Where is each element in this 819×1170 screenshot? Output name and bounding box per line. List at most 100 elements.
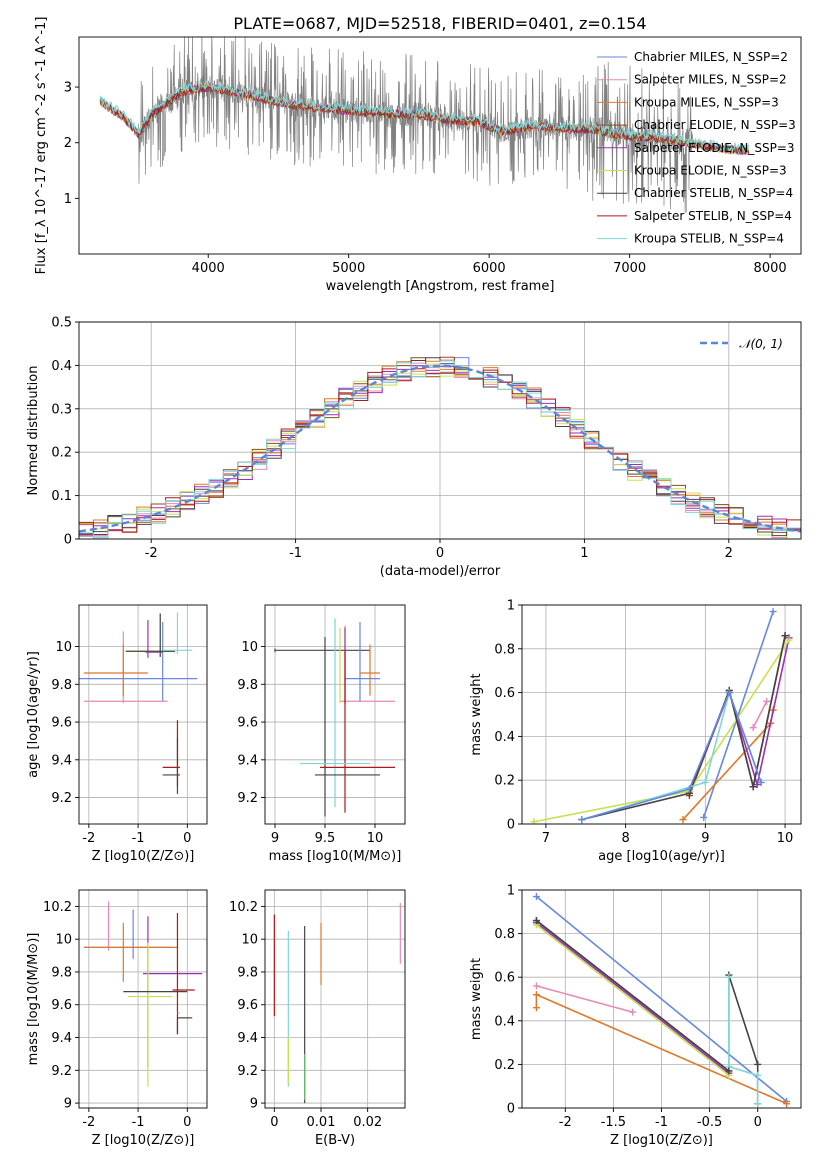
x-tick-label: -0.5 (697, 1115, 722, 1130)
legend-label-1: Chabrier MILES, N_SSP=2 (634, 50, 788, 64)
legend-label-normal: 𝒩(0, 1) (739, 337, 783, 351)
y-axis-label: mass [log10(M/M⊙)] (26, 933, 41, 1066)
y-tick-label: 10 (55, 933, 72, 948)
normal-curve-line (79, 364, 801, 533)
series-line-5 (535, 922, 730, 1074)
x-tick-label: 0 (183, 1115, 191, 1130)
series-marker-2 (629, 1008, 637, 1016)
x-axis-label: Z [log10(Z/Z⊙)] (92, 1133, 195, 1148)
y-tick-label: 9.2 (237, 1064, 258, 1079)
y-tick-label: 0.4 (494, 1014, 515, 1029)
series-line-9 (581, 690, 762, 821)
x-tick-label: 8000 (754, 261, 787, 276)
y-tick-label: 0.2 (51, 446, 72, 461)
panel-mass-vs-ebv: 0 0.01 0.02 9 9.2 9.4 9.6 9.8 10 10.2 E(B-V) (229, 889, 406, 1148)
series-line-1 (535, 895, 788, 1103)
y-tick-label: 0.8 (494, 642, 515, 657)
y-tick-label: 0.4 (494, 730, 515, 745)
y-tick-label: 0.8 (494, 927, 515, 942)
legend-label-4: Chabrier ELODIE, N_SSP=3 (634, 118, 796, 132)
y-tick-label: 1 (507, 599, 515, 614)
series-marker-2 (763, 697, 771, 705)
series-marker-8 (532, 917, 540, 925)
y-tick-label: 0.3 (51, 402, 72, 417)
x-tick-label: 0 (436, 546, 444, 561)
model-line-8 (99, 83, 749, 156)
plot-area (273, 903, 401, 1104)
series-line-8 (535, 919, 730, 1072)
x-tick-label: -2 (82, 831, 95, 846)
series-marker-6 (785, 636, 793, 644)
y-tick-label: 0 (507, 818, 515, 833)
y-tick-label: 9 (250, 1097, 258, 1112)
x-axis-label: age [log10(age/yr)] (598, 849, 725, 864)
x-axis-label: (data-model)/error (380, 564, 501, 579)
x-tick-label: 9 (271, 831, 279, 846)
y-tick-label: 0 (64, 533, 72, 548)
series-marker-9 (685, 785, 693, 793)
x-axis-label: Z [log10(Z/Z⊙)] (610, 1133, 713, 1148)
x-tick-label: -2 (82, 1115, 95, 1130)
x-tick-label: -1.5 (601, 1115, 626, 1130)
y-tick-label: 3 (64, 81, 72, 96)
plot-area (532, 893, 791, 1108)
y-axis-label: age [log10(age/yr)] (26, 651, 41, 778)
x-tick-label: -1 (132, 831, 145, 846)
y-tick-label: 0.6 (494, 971, 515, 986)
y-tick-label: 10.2 (43, 900, 72, 915)
series-marker-8 (725, 1067, 733, 1075)
y-tick-label: 2 (64, 136, 72, 151)
x-tick-label: 9 (701, 831, 709, 846)
y-tick-label: 1 (64, 192, 72, 207)
x-tick-label: 0 (183, 831, 191, 846)
figure-title: PLATE=0687, MJD=52518, FIBERID=0401, z=0… (233, 14, 646, 33)
x-tick-label: -1 (289, 546, 302, 561)
x-tick-label: 4000 (192, 261, 225, 276)
axes-frame (78, 36, 802, 255)
axes-frame (78, 889, 208, 1109)
legend-label-7: Chabrier STELIB, N_SSP=4 (634, 186, 793, 200)
y-axis-label: mass weight (469, 673, 484, 755)
x-tick-label: 10 (367, 831, 384, 846)
series-marker-7 (754, 1071, 762, 1079)
legend-label-8: Salpeter STELIB, N_SSP=4 (634, 209, 792, 223)
y-tick-label: 10.2 (229, 900, 258, 915)
x-tick-label: 0 (270, 1115, 278, 1130)
y-tick-label: 9.6 (237, 998, 258, 1013)
axes-frame (264, 889, 406, 1109)
y-tick-label: 9.4 (237, 1031, 258, 1046)
x-tick-label: -1 (655, 1115, 668, 1130)
x-tick-label: 8 (621, 831, 629, 846)
series-marker-7 (749, 783, 757, 791)
panel-residuals: 𝒩(0, 1) -2 -1 0 1 2 0 0.1 0.2 0.3 0.4 0.5 (data-mode… (26, 316, 802, 579)
series-marker-3 (783, 1100, 791, 1108)
series-line-2 (752, 701, 768, 728)
y-axis-label: mass weight (469, 958, 484, 1040)
panel-age-vs-z: -2 -1 0 9.2 9.4 9.6 9.8 10 Z [log10(Z/Z⊙)] age [l… (26, 604, 208, 864)
axes-frame (78, 604, 208, 825)
y-tick-label: 0.2 (494, 774, 515, 789)
y-tick-label: 9.8 (237, 965, 258, 980)
series-marker-6 (530, 818, 538, 824)
plot-area (79, 356, 801, 539)
series-marker-8 (701, 778, 709, 786)
panel-age-vs-mass: 9 9.5 10 9.2 9.4 9.6 9.8 10 mass [log10(M/M⊙)] (237, 604, 406, 864)
x-tick-label: 2 (725, 546, 733, 561)
y-tick-label: 1 (507, 884, 515, 899)
x-axis-label: Z [log10(Z/Z⊙)] (92, 849, 195, 864)
series-marker-2 (749, 724, 757, 732)
y-tick-label: 9.8 (51, 965, 72, 980)
y-tick-label: 9.2 (51, 1064, 72, 1079)
series-marker-4 (754, 1060, 762, 1068)
series-marker-5 (753, 781, 761, 789)
x-tick-label: 10 (777, 831, 794, 846)
model-line-9 (99, 79, 750, 153)
y-tick-label: 9.4 (51, 753, 72, 768)
observed-spectrum-line (99, 37, 750, 213)
plot-area (79, 612, 198, 794)
x-tick-label: 5000 (332, 261, 365, 276)
x-tick-label: 7 (542, 831, 550, 846)
legend-label-9: Kroupa STELIB, N_SSP=4 (634, 232, 784, 246)
series-marker-3 (679, 816, 687, 824)
